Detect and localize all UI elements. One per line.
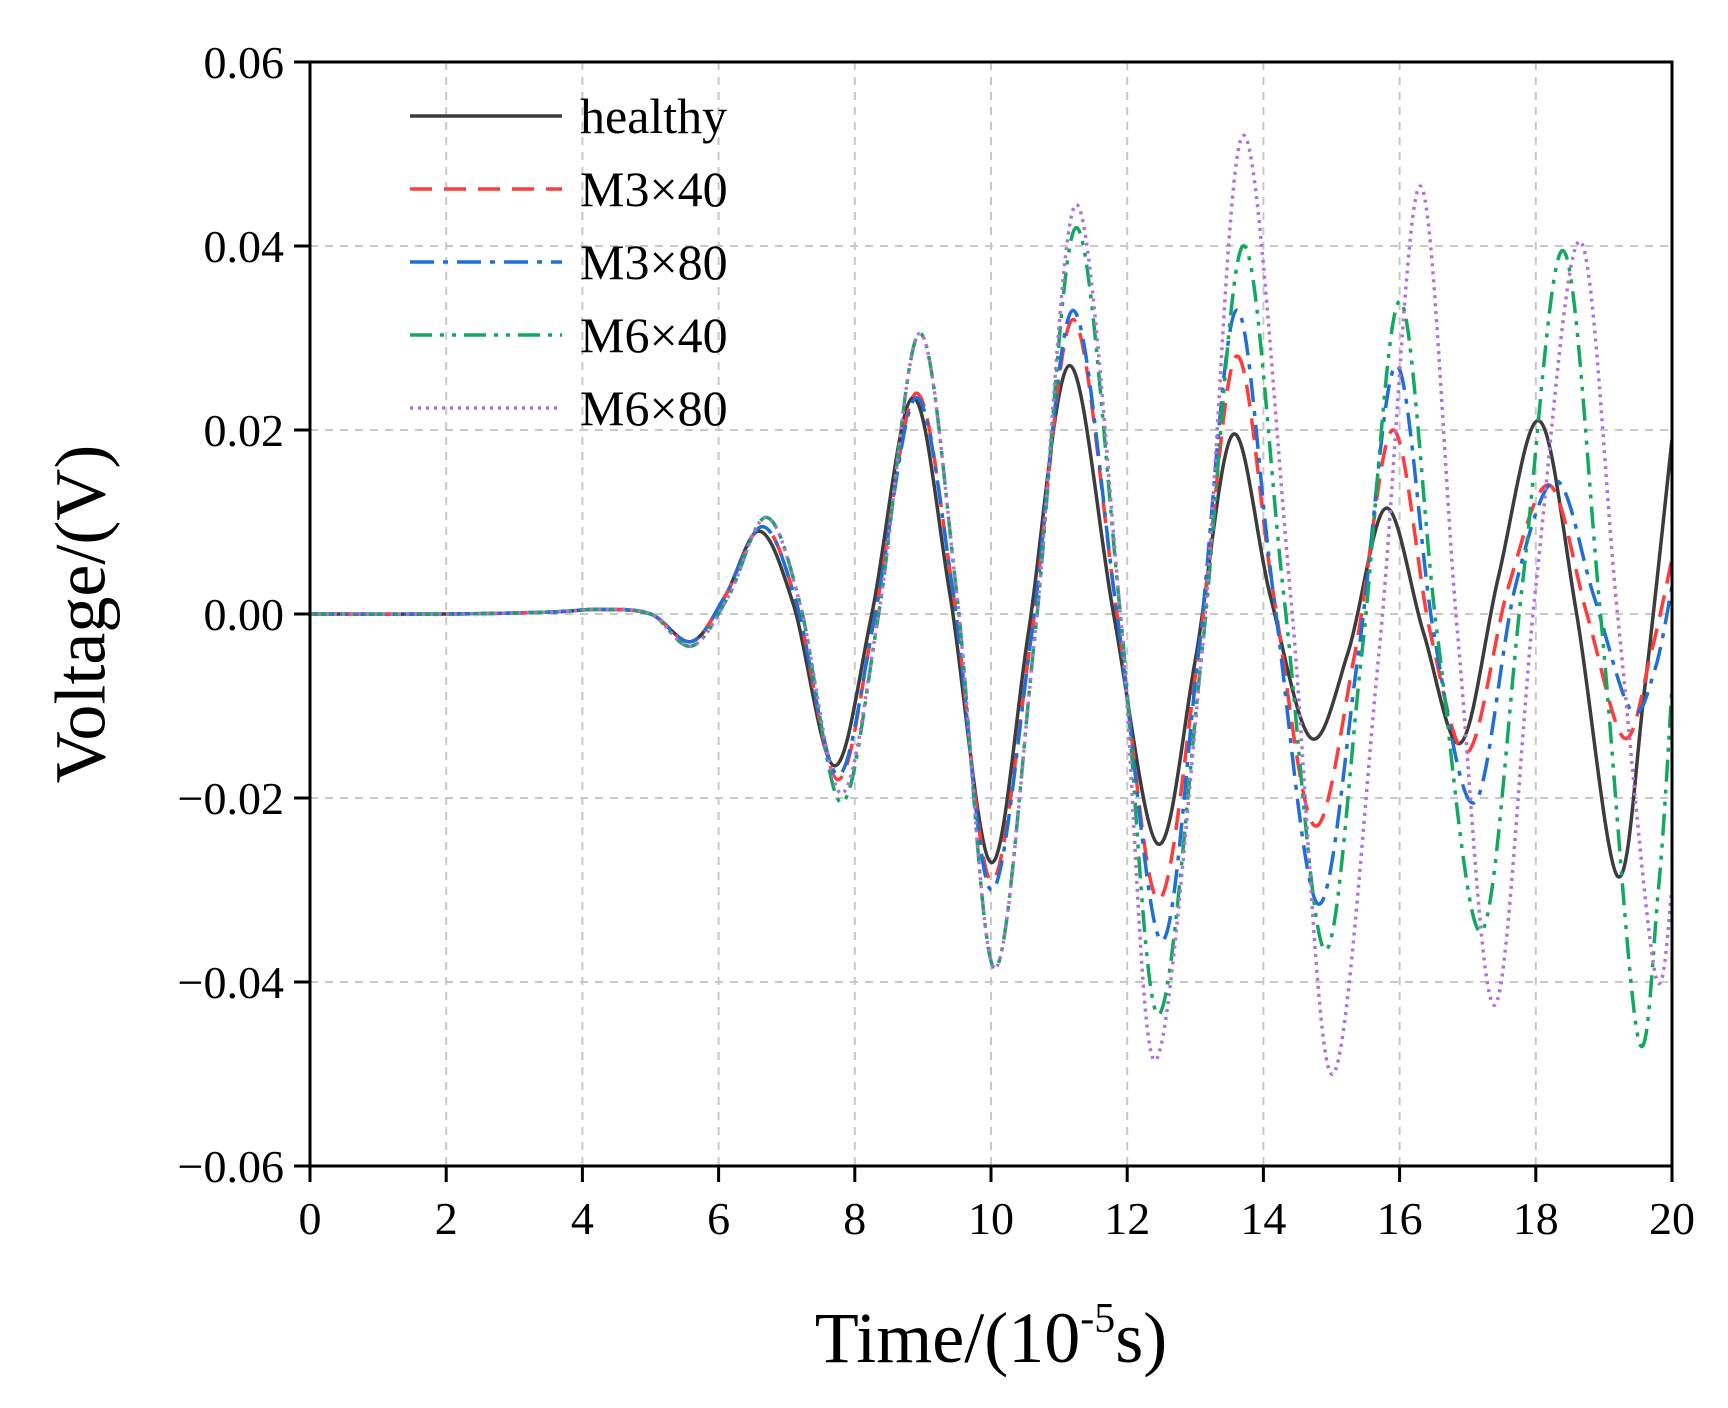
grid-lines bbox=[310, 62, 1672, 1166]
x-axis-title-main: Time/(10 bbox=[815, 1298, 1080, 1378]
x-axis-title-tail: s) bbox=[1115, 1298, 1167, 1378]
y-tick-label: −0.04 bbox=[178, 957, 284, 1008]
y-tick-label: 0.06 bbox=[204, 37, 285, 88]
x-tick-label: 18 bbox=[1513, 1193, 1559, 1244]
x-axis-title: Time/(10-5s) bbox=[815, 1296, 1167, 1378]
x-tick-label: 10 bbox=[968, 1193, 1014, 1244]
y-axis-title: Voltage/(V) bbox=[41, 445, 121, 784]
x-tick-label: 20 bbox=[1649, 1193, 1695, 1244]
x-tick-label: 8 bbox=[843, 1193, 866, 1244]
x-tick-label: 4 bbox=[571, 1193, 594, 1244]
x-tick-label: 2 bbox=[435, 1193, 458, 1244]
y-tick-label: −0.06 bbox=[178, 1141, 284, 1192]
y-tick-label: 0.00 bbox=[204, 589, 285, 640]
series-line-2 bbox=[310, 308, 1672, 943]
x-axis-ticks: 0 2 4 6 8 10 12 14 16 18 20 bbox=[299, 1166, 1695, 1244]
y-tick-label: 0.04 bbox=[204, 221, 285, 272]
legend-label-4: M6×80 bbox=[580, 380, 728, 436]
x-tick-label: 14 bbox=[1240, 1193, 1286, 1244]
y-axis-ticks: −0.06 −0.04 −0.02 0.00 0.02 0.04 0.06 bbox=[178, 37, 310, 1192]
series-line-4 bbox=[310, 133, 1672, 1076]
legend-label-3: M6×40 bbox=[580, 307, 728, 363]
y-tick-label: −0.02 bbox=[178, 773, 284, 824]
x-axis-title-exponent: -5 bbox=[1080, 1296, 1115, 1342]
x-tick-label: 0 bbox=[299, 1193, 322, 1244]
legend-label-1: M3×40 bbox=[580, 161, 728, 217]
legend: healthy M3×40 M3×80 M6×40 M6×80 bbox=[410, 88, 728, 436]
x-tick-label: 16 bbox=[1377, 1193, 1423, 1244]
legend-label-0: healthy bbox=[580, 88, 727, 144]
y-tick-label: 0.02 bbox=[204, 405, 285, 456]
legend-label-2: M3×80 bbox=[580, 234, 728, 290]
series-line-3 bbox=[310, 225, 1672, 1049]
x-tick-label: 6 bbox=[707, 1193, 730, 1244]
x-tick-label: 12 bbox=[1104, 1193, 1150, 1244]
series-line-1 bbox=[310, 317, 1672, 901]
series-lines bbox=[310, 133, 1672, 1076]
